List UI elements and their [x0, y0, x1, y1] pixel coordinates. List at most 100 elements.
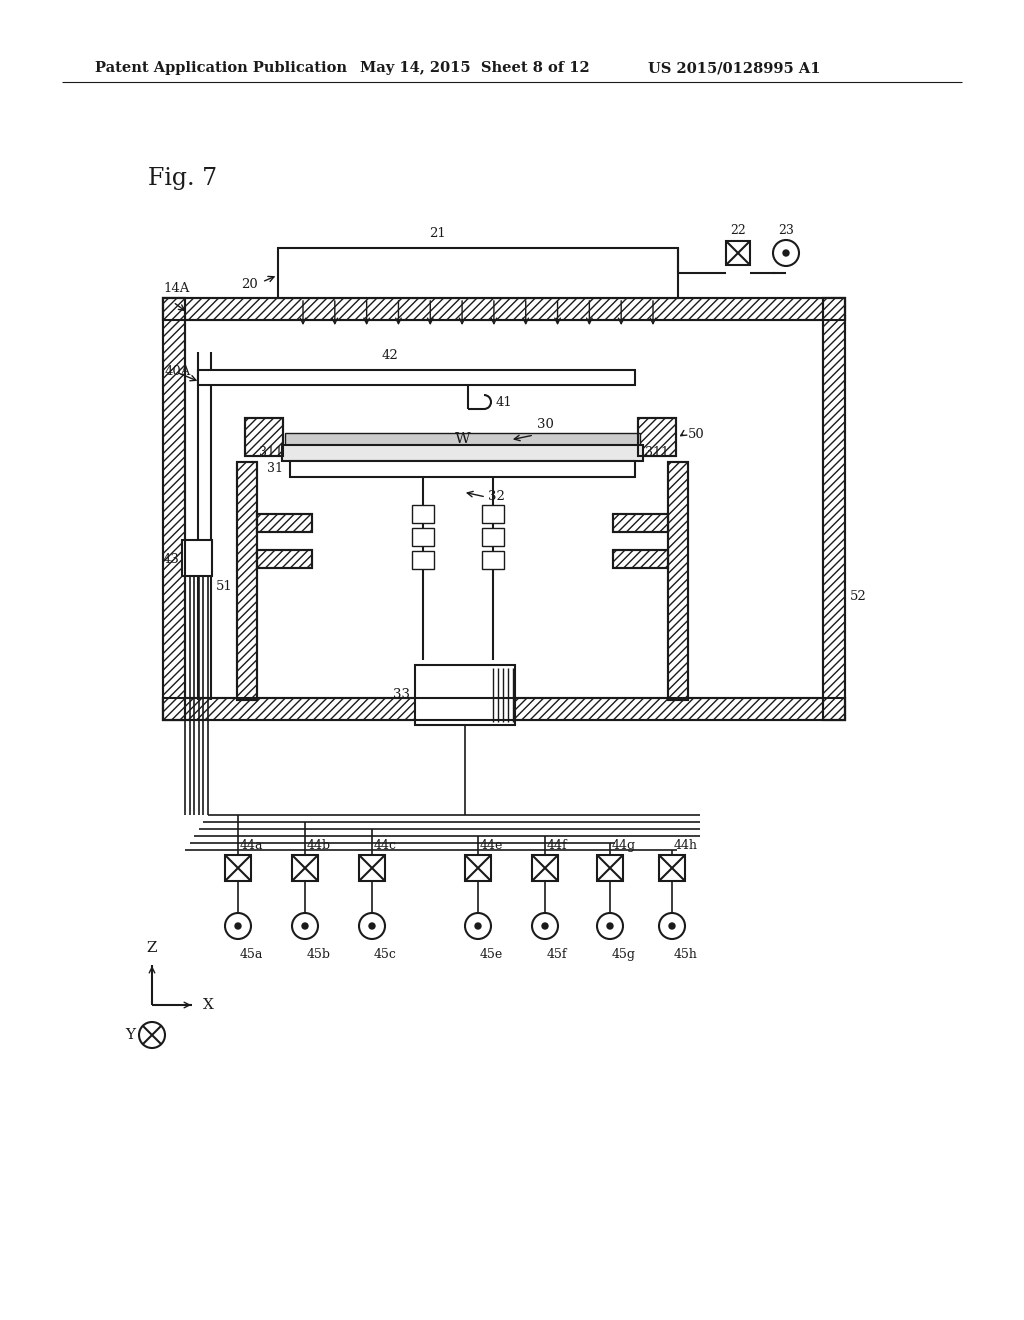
Bar: [359, 855, 385, 880]
Bar: [638, 418, 676, 455]
Circle shape: [225, 913, 251, 939]
Bar: [613, 513, 668, 532]
Text: 41: 41: [496, 396, 513, 409]
Text: 45e: 45e: [480, 948, 503, 961]
Text: 44b: 44b: [307, 840, 331, 851]
Bar: [823, 298, 845, 719]
Text: May 14, 2015  Sheet 8 of 12: May 14, 2015 Sheet 8 of 12: [360, 61, 590, 75]
Text: Z: Z: [146, 941, 158, 954]
Text: 44a: 44a: [240, 840, 263, 851]
Text: 45g: 45g: [612, 948, 636, 961]
Text: 22: 22: [730, 224, 745, 238]
Text: 42: 42: [382, 348, 398, 362]
Bar: [412, 528, 434, 546]
Circle shape: [659, 913, 685, 939]
Text: Fig. 7: Fig. 7: [148, 166, 217, 190]
Bar: [412, 550, 434, 569]
Text: 311: 311: [259, 446, 283, 459]
Bar: [613, 513, 668, 532]
Text: 44e: 44e: [480, 840, 504, 851]
Circle shape: [542, 923, 548, 929]
Text: 21: 21: [430, 227, 446, 240]
Text: 51: 51: [216, 579, 232, 593]
Bar: [225, 855, 251, 880]
Bar: [482, 528, 504, 546]
Text: W: W: [455, 432, 470, 446]
Circle shape: [465, 913, 490, 939]
Text: Y: Y: [125, 1028, 135, 1041]
Text: 44g: 44g: [612, 840, 636, 851]
Text: 43: 43: [162, 553, 179, 566]
Text: US 2015/0128995 A1: US 2015/0128995 A1: [648, 61, 820, 75]
Text: 31: 31: [267, 462, 283, 475]
Bar: [292, 855, 318, 880]
Text: 45a: 45a: [240, 948, 263, 961]
Bar: [163, 298, 845, 319]
Text: 50: 50: [688, 428, 705, 441]
Bar: [163, 298, 185, 719]
Text: 44h: 44h: [674, 840, 698, 851]
Circle shape: [369, 923, 375, 929]
Circle shape: [234, 923, 241, 929]
Bar: [163, 698, 845, 719]
Text: 23: 23: [778, 224, 794, 238]
Bar: [638, 418, 676, 455]
Text: 20: 20: [242, 279, 258, 292]
Text: 44f: 44f: [547, 840, 567, 851]
Bar: [257, 550, 312, 568]
Text: 45c: 45c: [374, 948, 397, 961]
Bar: [532, 855, 558, 880]
Bar: [237, 462, 257, 700]
Text: 45b: 45b: [307, 948, 331, 961]
Circle shape: [359, 913, 385, 939]
Bar: [668, 462, 688, 700]
Bar: [198, 370, 635, 385]
Circle shape: [475, 923, 481, 929]
Bar: [482, 506, 504, 523]
Bar: [245, 418, 283, 455]
Bar: [823, 298, 845, 719]
Bar: [412, 506, 434, 523]
Text: 311: 311: [645, 446, 669, 459]
Text: X: X: [203, 998, 214, 1012]
Text: 52: 52: [850, 590, 866, 603]
Text: 14A: 14A: [163, 282, 189, 294]
Circle shape: [302, 923, 308, 929]
Bar: [465, 855, 490, 880]
Bar: [668, 462, 688, 700]
Text: 30: 30: [537, 418, 554, 432]
Circle shape: [607, 923, 613, 929]
Bar: [290, 461, 635, 477]
Bar: [597, 855, 623, 880]
Text: 45f: 45f: [547, 948, 567, 961]
Text: 40A: 40A: [165, 366, 191, 378]
Bar: [163, 698, 845, 719]
Bar: [659, 855, 685, 880]
Circle shape: [292, 913, 318, 939]
Bar: [415, 665, 515, 725]
Bar: [163, 298, 845, 319]
Circle shape: [669, 923, 675, 929]
Circle shape: [773, 240, 799, 267]
Text: 44c: 44c: [374, 840, 397, 851]
Text: 45h: 45h: [674, 948, 698, 961]
Bar: [726, 242, 750, 265]
Text: Patent Application Publication: Patent Application Publication: [95, 61, 347, 75]
Bar: [257, 550, 312, 568]
Text: 33: 33: [393, 689, 410, 701]
Bar: [613, 550, 668, 568]
Circle shape: [532, 913, 558, 939]
Bar: [257, 513, 312, 532]
Bar: [163, 298, 185, 719]
Bar: [613, 550, 668, 568]
Bar: [237, 462, 257, 700]
Bar: [182, 540, 212, 576]
Bar: [482, 550, 504, 569]
Circle shape: [597, 913, 623, 939]
Bar: [257, 513, 312, 532]
Text: 32: 32: [488, 491, 505, 503]
Bar: [278, 248, 678, 298]
Circle shape: [783, 249, 790, 256]
Bar: [245, 418, 283, 455]
Circle shape: [139, 1022, 165, 1048]
